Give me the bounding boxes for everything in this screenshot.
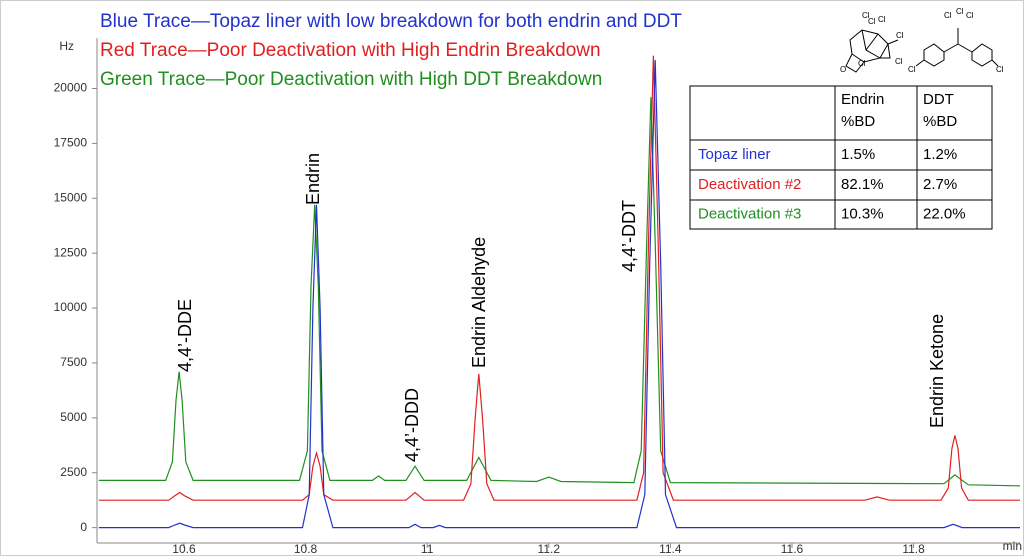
y-tick-label: 10000 (54, 300, 88, 314)
x-tick-label: 11.4 (659, 542, 682, 556)
x-tick-label: 11.6 (781, 542, 804, 556)
table-cell: 2.7% (923, 176, 957, 193)
legend-entry: Green Trace—Poor Deactivation with High … (100, 69, 602, 90)
column-header: Endrin %BD (841, 91, 884, 130)
y-tick-label: 17500 (54, 136, 88, 150)
x-tick-label: 10.6 (172, 542, 196, 556)
table-cell: 10.3% (841, 205, 884, 222)
table-cell: 82.1% (841, 176, 884, 193)
x-axis-label: min (1003, 539, 1022, 553)
x-tick-label: 11.2 (538, 542, 561, 556)
row-label: Deactivation #3 (698, 205, 801, 222)
table-border (689, 85, 993, 230)
atom-label: Cl (956, 7, 964, 16)
atom-label: Cl (895, 57, 903, 66)
ddt-structure (915, 28, 999, 67)
atom-label: Cl (868, 17, 876, 26)
y-axis-label: Hz (59, 39, 74, 53)
y-tick-label: 2500 (60, 465, 87, 479)
peak-label: Endrin Ketone (927, 314, 947, 428)
atom-label: Cl (996, 65, 1004, 74)
column-header: DDT %BD (923, 91, 957, 130)
atom-label: O (840, 65, 846, 74)
table-cell: 22.0% (923, 205, 966, 222)
peak-label: 4,4’-DDE (175, 299, 195, 372)
peak-label: Endrin Aldehyde (469, 237, 489, 368)
atom-label: Cl (966, 11, 974, 20)
legend-entry: Red Trace—Poor Deactivation with High En… (100, 40, 601, 61)
atom-label: Cl (858, 59, 866, 68)
atom-label: Cl (896, 31, 904, 40)
trace (98, 55, 1020, 501)
legend-entry: Blue Trace—Topaz liner with low breakdow… (100, 11, 682, 32)
table-cell: 1.2% (923, 146, 957, 163)
peak-label: Endrin (303, 153, 323, 205)
endrin-structure (845, 29, 899, 73)
atom-label: Cl (862, 11, 870, 20)
row-label: Topaz liner (698, 146, 771, 163)
table-cell: 1.5% (841, 146, 875, 163)
row-label: Deactivation #2 (698, 176, 801, 193)
y-tick-label: 7500 (60, 355, 87, 369)
atom-label: Cl (944, 11, 952, 20)
x-tick-label: 11 (421, 542, 434, 556)
y-tick-label: 20000 (54, 81, 88, 95)
atom-label: Cl (878, 15, 886, 24)
breakdown-table: Endrin %BD DDT %BD Topaz liner 1.5% 1.2% Deacti… (689, 85, 993, 230)
x-tick-label: 11.8 (902, 542, 925, 556)
y-tick-label: 0 (80, 520, 87, 534)
x-tick-label: 10.8 (294, 542, 318, 556)
trace (98, 97, 1021, 487)
y-tick-label: 5000 (60, 410, 87, 424)
y-tick-label: 15000 (54, 190, 88, 204)
atom-label: Cl (908, 65, 916, 74)
peak-label: 4,4’-DDT (619, 200, 639, 272)
y-tick-label: 12500 (54, 245, 88, 259)
trace (98, 59, 1020, 529)
peak-label: 4,4’-DDD (402, 388, 422, 462)
